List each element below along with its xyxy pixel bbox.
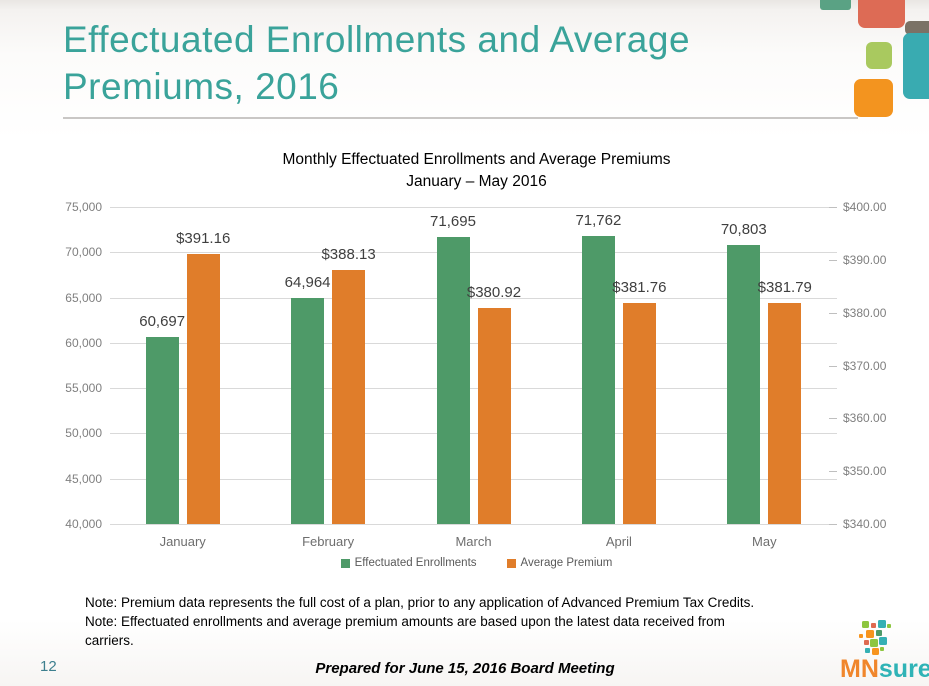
category-label-march: March: [455, 534, 492, 549]
left-axis-tick-label: 75,000: [65, 200, 102, 214]
right-axis-tick-mark: [829, 312, 837, 314]
logo-mn: MN: [840, 655, 879, 683]
premium-bar-march: [477, 307, 511, 524]
premium-bar-january: [186, 253, 220, 524]
enrollment-value-label-may: 70,803: [720, 221, 767, 238]
gridline: [110, 478, 837, 480]
deco-dark-green-square: [820, 0, 851, 10]
note-line-1: Note: Premium data represents the full c…: [85, 595, 755, 610]
premium-bar-april: [622, 303, 656, 524]
enrollment-bar-february: [291, 297, 325, 524]
left-axis-tick-label: 55,000: [65, 381, 102, 396]
gridline: [110, 524, 837, 525]
premium-value-label-may: $381.79: [757, 279, 812, 297]
left-axis-tick-label: 40,000: [65, 517, 102, 531]
left-axis-tick-label: 50,000: [65, 426, 102, 441]
right-axis-tick-label: $360.00: [843, 411, 887, 426]
slide-title: Effectuated Enrollments and Average Prem…: [63, 19, 691, 107]
right-axis-tick-label: $380.00: [843, 305, 887, 320]
deco-orange-square: [854, 79, 893, 117]
deco-teal-rect: [903, 33, 929, 99]
premium-value-label-march: $380.92: [466, 283, 522, 301]
page-number: 12: [40, 658, 57, 675]
note-line-2: Note: Effectuated enrollments and averag…: [85, 614, 725, 629]
legend-label: Effectuated Enrollments: [354, 557, 477, 569]
enrollment-bar-march: [436, 236, 470, 524]
legend-item: Average Premium: [506, 557, 613, 569]
chart-legend: Effectuated Enrollments Average Premium: [113, 557, 840, 569]
right-axis-tick-mark: [829, 365, 837, 367]
category-label-april: April: [605, 534, 632, 549]
right-axis-tick-label: $340.00: [843, 517, 887, 531]
enrollment-value-label-january: 60,697: [139, 312, 186, 330]
deco-gray-tab: [905, 21, 929, 35]
legend-label: Average Premium: [520, 557, 613, 569]
title-divider: [63, 117, 858, 119]
right-axis-tick-label: $350.00: [843, 464, 887, 479]
right-axis-tick-mark: [829, 259, 837, 261]
deco-coral-square: [858, 0, 905, 28]
deco-light-green-square: [866, 42, 892, 69]
gridline: [110, 207, 837, 208]
notes: Note: Premium data represents the full c…: [85, 593, 895, 650]
premium-bar-may: [768, 303, 802, 524]
enrollment-value-label-february: 64,964: [284, 273, 331, 291]
right-axis-tick-mark: [829, 207, 837, 208]
note-line-3: carriers.: [85, 633, 134, 648]
right-axis-tick-label: $370.00: [843, 358, 887, 373]
right-axis-tick-mark: [829, 418, 837, 420]
right-axis-tick-mark: [829, 471, 837, 473]
enrollment-bar-may: [727, 245, 761, 524]
legend-swatch-icon: [506, 558, 516, 568]
legend-swatch-icon: [340, 558, 350, 568]
enrollment-bar-january: [145, 336, 179, 524]
right-axis-tick-label: $400.00: [843, 200, 887, 214]
right-axis-tick-mark: [829, 524, 837, 525]
enrollment-bar-april: [581, 236, 615, 524]
legend-item: Effectuated Enrollments: [340, 557, 477, 569]
enrollment-value-label-april: 71,762: [575, 212, 622, 230]
category-label-january: January: [159, 534, 206, 549]
enrollment-value-label-march: 71,695: [430, 212, 476, 230]
footer-text: Prepared for June 15, 2016 Board Meeting: [315, 660, 615, 677]
mnsure-logo-mosaic-icon: [859, 620, 891, 655]
left-axis-tick-label: 70,000: [65, 245, 102, 260]
category-label-may: May: [752, 534, 777, 549]
premium-value-label-february: $388.13: [321, 245, 376, 263]
gridline: [110, 342, 837, 344]
gridline: [110, 297, 837, 299]
gridline: [110, 433, 837, 435]
mnsure-logo-text: MNsure: [840, 657, 929, 682]
gridline: [110, 388, 837, 390]
left-axis-tick-label: 45,000: [65, 471, 102, 486]
gridline: [110, 252, 837, 254]
category-label-february: February: [302, 534, 355, 549]
left-axis-tick-label: 65,000: [65, 290, 102, 305]
chart-title: Monthly Effectuated Enrollments and Aver…: [113, 149, 840, 193]
premium-bar-february: [332, 269, 366, 524]
logo-sure: sure: [878, 655, 929, 683]
chart-title-line1: Monthly Effectuated Enrollments and Aver…: [282, 151, 671, 168]
left-axis-tick-label: 60,000: [65, 335, 102, 350]
chart-title-line2: January – May 2016: [406, 173, 547, 190]
premium-value-label-april: $381.76: [612, 279, 667, 297]
premium-value-label-january: $391.16: [176, 229, 231, 247]
right-axis-tick-label: $390.00: [843, 252, 887, 267]
mnsure-logo: MNsure: [840, 620, 929, 682]
